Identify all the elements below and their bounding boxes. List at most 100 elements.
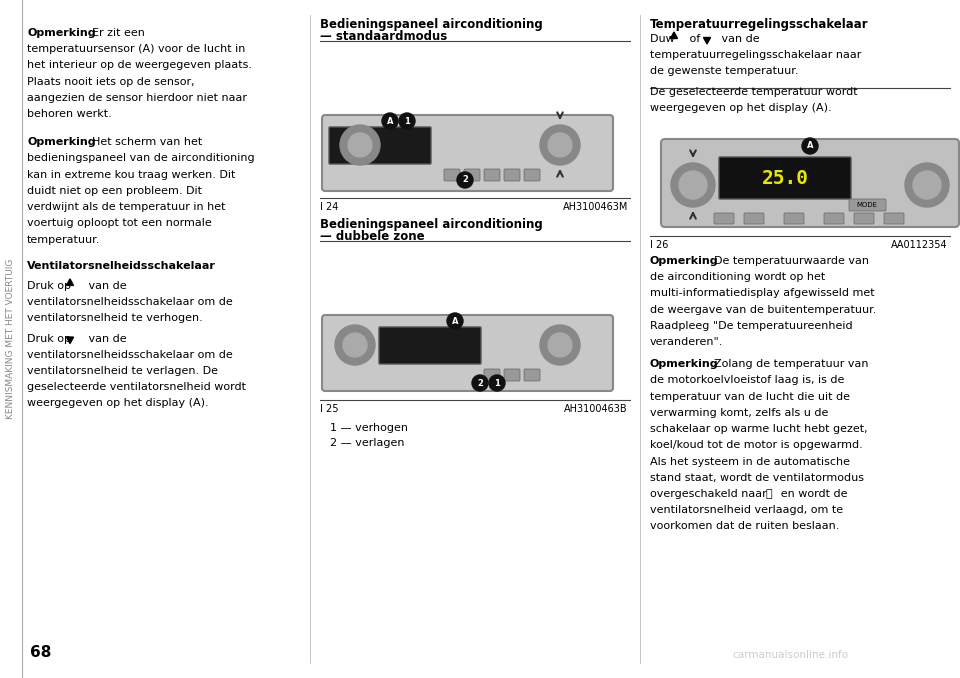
- Circle shape: [335, 325, 375, 365]
- Text: Raadpleeg "De temperatuureenheid: Raadpleeg "De temperatuureenheid: [650, 321, 852, 331]
- Polygon shape: [66, 279, 74, 285]
- Text: temperatuur van de lucht die uit de: temperatuur van de lucht die uit de: [650, 392, 850, 401]
- Circle shape: [472, 375, 488, 391]
- FancyBboxPatch shape: [484, 369, 500, 381]
- Text: de airconditioning wordt op het: de airconditioning wordt op het: [650, 272, 826, 282]
- Text: voorkomen dat de ruiten beslaan.: voorkomen dat de ruiten beslaan.: [650, 521, 839, 532]
- Text: — dubbele zone: — dubbele zone: [320, 230, 424, 243]
- Text: behoren werkt.: behoren werkt.: [27, 109, 111, 119]
- Text: stand staat, wordt de ventilatormodus: stand staat, wordt de ventilatormodus: [650, 473, 864, 483]
- Text: 2: 2: [462, 176, 468, 184]
- Text: aangezien de sensor hierdoor niet naar: aangezien de sensor hierdoor niet naar: [27, 93, 247, 103]
- Text: multi-informatiedisplay afgewisseld met: multi-informatiedisplay afgewisseld met: [650, 288, 875, 298]
- FancyBboxPatch shape: [884, 213, 904, 224]
- FancyBboxPatch shape: [714, 213, 734, 224]
- Text: de weergave van de buitentemperatuur.: de weergave van de buitentemperatuur.: [650, 304, 876, 315]
- FancyBboxPatch shape: [504, 369, 520, 381]
- Text: Het scherm van het: Het scherm van het: [85, 137, 203, 147]
- Text: of: of: [686, 34, 704, 44]
- FancyBboxPatch shape: [784, 213, 804, 224]
- Text: Als het systeem in de automatische: Als het systeem in de automatische: [650, 456, 850, 466]
- Text: temperatuur.: temperatuur.: [27, 235, 101, 245]
- Circle shape: [540, 125, 580, 165]
- FancyBboxPatch shape: [484, 169, 500, 181]
- Text: Ventilatorsnelheidsschakelaar: Ventilatorsnelheidsschakelaar: [27, 261, 216, 271]
- Circle shape: [340, 125, 380, 165]
- Text: veranderen".: veranderen".: [650, 337, 724, 347]
- Text: ventilatorsnelheid verlaagd, om te: ventilatorsnelheid verlaagd, om te: [650, 505, 843, 515]
- FancyBboxPatch shape: [464, 169, 480, 181]
- Circle shape: [343, 333, 367, 357]
- Text: AH3100463B: AH3100463B: [564, 404, 628, 414]
- Text: MODE: MODE: [856, 202, 877, 208]
- Text: AA0112354: AA0112354: [892, 240, 948, 250]
- FancyBboxPatch shape: [849, 199, 886, 211]
- Text: I 24: I 24: [320, 202, 338, 212]
- Text: verwarming komt, zelfs als u de: verwarming komt, zelfs als u de: [650, 408, 828, 418]
- FancyBboxPatch shape: [504, 169, 520, 181]
- Circle shape: [540, 325, 580, 365]
- Text: temperatuursensor (A) voor de lucht in: temperatuursensor (A) voor de lucht in: [27, 44, 246, 54]
- FancyBboxPatch shape: [322, 315, 613, 391]
- Text: kan in extreme kou traag werken. Dit: kan in extreme kou traag werken. Dit: [27, 170, 235, 180]
- Text: overgeschakeld naar    en wordt de: overgeschakeld naar en wordt de: [650, 489, 848, 499]
- Text: de motorkoelvloeistof laag is, is de: de motorkoelvloeistof laag is, is de: [650, 376, 845, 386]
- Text: temperatuurregelingsschakelaar naar: temperatuurregelingsschakelaar naar: [650, 50, 861, 60]
- Text: Duw: Duw: [650, 34, 679, 44]
- Text: A: A: [806, 142, 813, 151]
- Text: A: A: [452, 317, 458, 325]
- Text: KENNISMAKING MET HET VOERTUIG: KENNISMAKING MET HET VOERTUIG: [7, 259, 15, 419]
- Text: 25.0: 25.0: [761, 169, 808, 188]
- Text: ventilatorsnelheid te verhogen.: ventilatorsnelheid te verhogen.: [27, 313, 203, 323]
- FancyBboxPatch shape: [329, 127, 431, 164]
- Text: ventilatorsnelheidsschakelaar om de: ventilatorsnelheidsschakelaar om de: [27, 350, 232, 360]
- Circle shape: [905, 163, 949, 207]
- Text: De geselecteerde temperatuur wordt: De geselecteerde temperatuur wordt: [650, 87, 857, 97]
- Text: van de: van de: [85, 334, 127, 344]
- FancyBboxPatch shape: [824, 213, 844, 224]
- FancyBboxPatch shape: [524, 369, 540, 381]
- Text: I 26: I 26: [650, 240, 668, 250]
- FancyBboxPatch shape: [322, 115, 613, 191]
- Text: van de: van de: [718, 34, 759, 44]
- Text: voertuig oploopt tot een normale: voertuig oploopt tot een normale: [27, 218, 212, 228]
- Text: De temperatuurwaarde van: De temperatuurwaarde van: [707, 256, 869, 266]
- Text: Plaats nooit iets op de sensor,: Plaats nooit iets op de sensor,: [27, 77, 195, 87]
- Text: ventilatorsnelheidsschakelaar om de: ventilatorsnelheidsschakelaar om de: [27, 297, 232, 307]
- Text: Er zit een: Er zit een: [85, 28, 145, 38]
- Text: koel/koud tot de motor is opgewarmd.: koel/koud tot de motor is opgewarmd.: [650, 440, 863, 450]
- Circle shape: [489, 375, 505, 391]
- Text: 1 — verhogen: 1 — verhogen: [330, 423, 408, 433]
- Circle shape: [348, 133, 372, 157]
- Circle shape: [382, 113, 398, 129]
- Text: geselecteerde ventilatorsnelheid wordt: geselecteerde ventilatorsnelheid wordt: [27, 382, 246, 392]
- Text: van de: van de: [85, 281, 127, 291]
- Text: 1: 1: [404, 117, 410, 125]
- FancyBboxPatch shape: [744, 213, 764, 224]
- Text: het interieur op de weergegeven plaats.: het interieur op de weergegeven plaats.: [27, 60, 252, 71]
- Text: Druk op: Druk op: [27, 334, 75, 344]
- Text: de gewenste temperatuur.: de gewenste temperatuur.: [650, 66, 799, 77]
- Text: Opmerking: Opmerking: [650, 256, 719, 266]
- Text: Bedieningspaneel airconditioning: Bedieningspaneel airconditioning: [320, 218, 542, 231]
- Text: Druk op: Druk op: [27, 281, 75, 291]
- Circle shape: [457, 172, 473, 188]
- Text: Opmerking: Opmerking: [27, 28, 96, 38]
- Text: Temperatuurregelingsschakelaar: Temperatuurregelingsschakelaar: [650, 18, 869, 31]
- Text: bedieningspaneel van de airconditioning: bedieningspaneel van de airconditioning: [27, 153, 254, 163]
- Text: — standaardmodus: — standaardmodus: [320, 30, 447, 43]
- Text: ⦻: ⦻: [765, 489, 772, 499]
- FancyBboxPatch shape: [379, 327, 481, 364]
- Text: carmanualsonline.info: carmanualsonline.info: [732, 650, 848, 660]
- Text: ventilatorsnelheid te verlagen. De: ventilatorsnelheid te verlagen. De: [27, 366, 218, 376]
- Polygon shape: [66, 337, 74, 344]
- Polygon shape: [704, 37, 710, 44]
- Text: Opmerking: Opmerking: [650, 359, 719, 370]
- Circle shape: [399, 113, 415, 129]
- Circle shape: [679, 171, 707, 199]
- FancyBboxPatch shape: [854, 213, 874, 224]
- Text: I 25: I 25: [320, 404, 339, 414]
- Text: 1: 1: [494, 378, 500, 388]
- Text: 68: 68: [30, 645, 52, 660]
- Circle shape: [447, 313, 463, 329]
